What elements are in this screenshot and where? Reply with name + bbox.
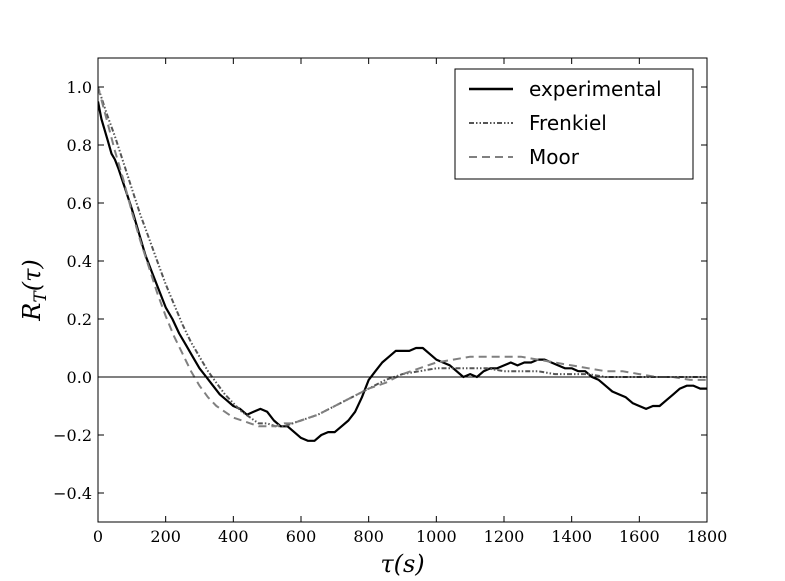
x-tick-label: 600 bbox=[286, 527, 317, 546]
y-tick-label: 0.8 bbox=[67, 136, 92, 155]
series-line-moor bbox=[98, 86, 707, 428]
y-tick-label: 0.6 bbox=[67, 194, 92, 213]
axes-layer bbox=[97, 57, 708, 523]
x-tick-label: 1200 bbox=[484, 527, 525, 546]
y-axis-title: RT(τ) bbox=[18, 259, 51, 321]
x-tick-label: 1600 bbox=[619, 527, 660, 546]
x-tick-label: 800 bbox=[353, 527, 384, 546]
y-tick-label: 0.0 bbox=[67, 368, 92, 387]
plot-frame bbox=[97, 57, 708, 523]
legend-label-frenkiel: Frenkiel bbox=[529, 111, 607, 135]
y-tick-label: −0.2 bbox=[53, 426, 92, 445]
x-tick-label: 200 bbox=[150, 527, 181, 546]
legend-label-moor: Moor bbox=[529, 145, 580, 169]
legend: experimental Frenkiel Moor bbox=[454, 68, 694, 180]
ticks-layer: 0 200 400 600 800 1000 1200 1400 1600 1800 −0.4 −0.… bbox=[18, 58, 727, 578]
x-tick-label: 1800 bbox=[687, 527, 728, 546]
x-tick-label: 400 bbox=[218, 527, 249, 546]
x-axis-title: τ(s) bbox=[380, 550, 424, 578]
x-tick-label: 1400 bbox=[551, 527, 592, 546]
y-tick-label: 1.0 bbox=[67, 78, 92, 97]
y-tick-label: 0.4 bbox=[67, 252, 92, 271]
series-layer bbox=[98, 86, 707, 442]
x-tick-label: 0 bbox=[93, 527, 103, 546]
x-tick-label: 1000 bbox=[416, 527, 457, 546]
legend-label-experimental: experimental bbox=[529, 77, 662, 101]
y-tick-label: 0.2 bbox=[67, 310, 92, 329]
series-line-experimental bbox=[98, 101, 707, 442]
y-tick-label: −0.4 bbox=[53, 484, 92, 503]
